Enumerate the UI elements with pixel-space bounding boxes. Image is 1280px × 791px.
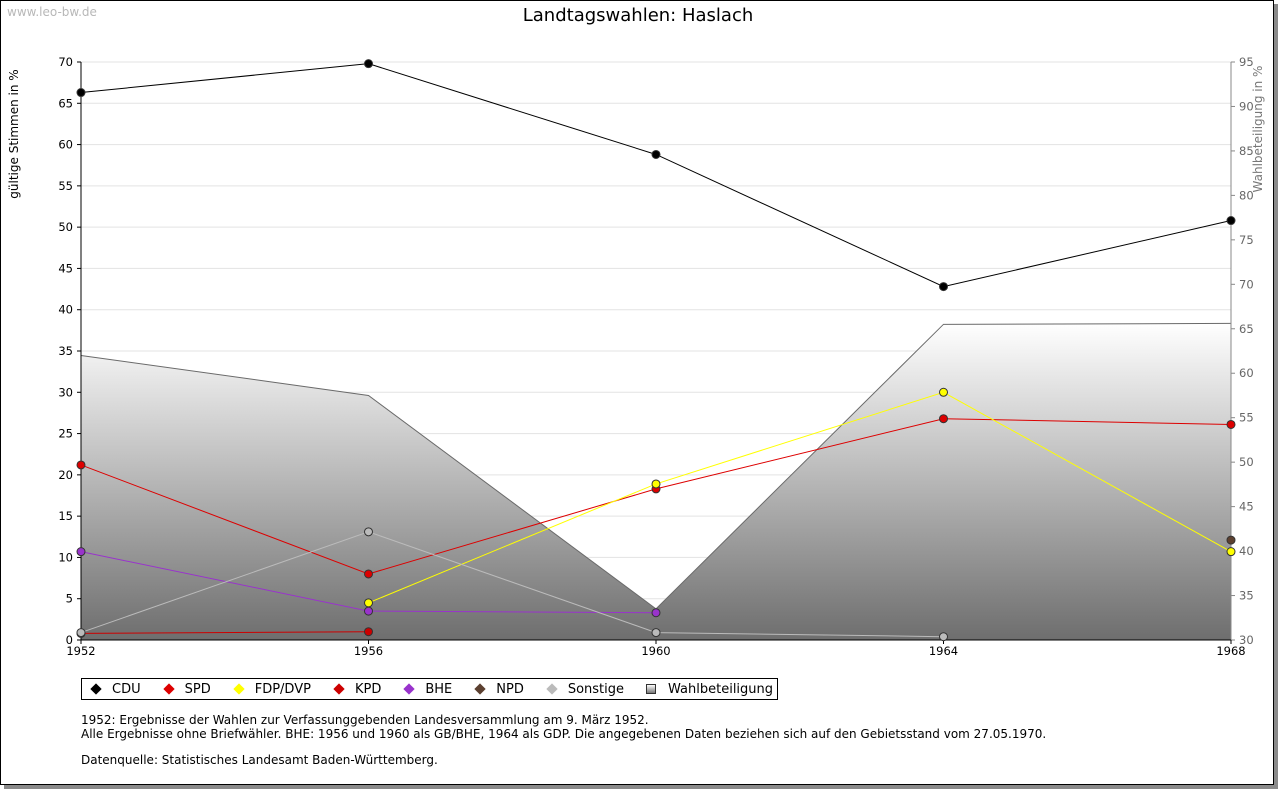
- y-right-tick-label: 60: [1239, 366, 1254, 380]
- point-spd-1964: [939, 414, 948, 424]
- y-right-tick-label: 85: [1239, 144, 1254, 158]
- legend-item: NPD: [474, 682, 524, 697]
- legend-label: Sonstige: [567, 681, 625, 697]
- point-cdu-1952: [76, 88, 86, 98]
- series-line-sonstige: [80, 531, 944, 638]
- legend-marker: [474, 683, 486, 695]
- y-right-tick-label: 35: [1239, 589, 1254, 603]
- y-tick-label: 55: [58, 179, 73, 193]
- point-fdp-dvp-1956: [364, 598, 373, 608]
- footnotes: 1952: Ergebnisse der Wahlen zur Verfassu…: [81, 713, 1047, 768]
- y-tick-label: 70: [58, 55, 73, 69]
- point-bhe-1956: [364, 606, 373, 616]
- y-tick-label: 10: [58, 550, 73, 564]
- legend: CDU SPD FDP/DVP KPD BHE NPD Sonstige Wahlbeteil…: [81, 678, 779, 700]
- tick-labels: 0 5 10 15 20 25 30 35 40 45 50 55 60 65 70 30 35 40 45 50 55…: [58, 55, 1253, 658]
- y-tick-label: 35: [58, 344, 73, 358]
- legend-marker: [90, 683, 102, 695]
- point-sonstige-1960: [651, 628, 661, 638]
- y-right-tick-label: 90: [1239, 99, 1254, 113]
- point-spd-1952: [76, 460, 86, 470]
- point-bhe-1952: [76, 547, 86, 557]
- y-right-tick-label: 65: [1239, 322, 1254, 336]
- y-right-tick-label: 45: [1239, 500, 1254, 514]
- watermark: www.leo-bw.de: [7, 5, 97, 19]
- legend-label: Wahlbeteiligung: [668, 681, 774, 697]
- x-tick-label: 1956: [354, 644, 383, 658]
- legend-marker: [546, 683, 558, 695]
- legend-marker: [162, 683, 175, 695]
- y-tick-label: 60: [58, 138, 73, 152]
- legend-marker: [233, 683, 245, 695]
- y-tick-label: 5: [66, 592, 73, 606]
- y-right-tick-label: 30: [1239, 633, 1254, 647]
- legend-label: KPD: [354, 681, 382, 697]
- legend-item: BHE: [403, 682, 452, 697]
- legend-label: BHE: [425, 681, 453, 697]
- y-tick-label: 15: [58, 509, 73, 523]
- legend-item: SPD: [162, 681, 211, 697]
- data-source: Datenquelle: Statistisches Landesamt Bad…: [81, 753, 438, 767]
- turnout-fill: [81, 323, 1231, 640]
- y-right-tick-label: 75: [1239, 233, 1254, 247]
- point-cdu-1960: [651, 149, 661, 159]
- series-line-kpd: [80, 631, 369, 634]
- y-right-tick-label: 70: [1239, 277, 1254, 291]
- legend-marker: [646, 684, 657, 694]
- series-line-fdp-dvp: [368, 391, 1232, 604]
- x-tick-label: 1960: [641, 644, 670, 658]
- point-npd-1968: [1226, 535, 1236, 545]
- y-tick-label: 40: [58, 303, 73, 317]
- note-line-1: 1952: Ergebnisse der Wahlen zur Verfassu…: [81, 713, 649, 727]
- x-tick-label: 1968: [1216, 644, 1245, 658]
- legend-item: CDU: [90, 682, 141, 697]
- legend-item: Sonstige: [546, 682, 624, 697]
- legend-marker: [333, 683, 345, 695]
- x-tick-label: 1952: [66, 644, 95, 658]
- y-tick-label: 0: [66, 633, 73, 647]
- legend-marker: [403, 683, 415, 695]
- point-sonstige-1956: [364, 527, 373, 537]
- y-right-tick-label: 95: [1239, 55, 1254, 69]
- series-points: [76, 59, 1236, 642]
- y-axis-label-left: gültige Stimmen in %: [7, 69, 21, 198]
- point-bhe-1960: [651, 608, 661, 618]
- legend-item: FDP/DVP: [233, 682, 311, 697]
- point-cdu-1968: [1226, 216, 1236, 226]
- point-spd-1968: [1226, 419, 1236, 429]
- y-right-tick-label: 80: [1239, 188, 1254, 202]
- y-tick-label: 50: [58, 220, 73, 234]
- x-tick-label: 1964: [929, 644, 958, 658]
- note-line-2: Alle Ergebnisse ohne Briefwähler. BHE: 1…: [81, 726, 1047, 741]
- y-tick-label: 65: [58, 96, 73, 110]
- point-fdp-dvp-1964: [939, 387, 948, 397]
- point-cdu-1964: [939, 282, 948, 292]
- y-tick-label: 30: [58, 385, 73, 399]
- legend-label: CDU: [112, 681, 141, 697]
- y-tick-label: 20: [58, 468, 73, 482]
- point-spd-1956: [364, 569, 373, 579]
- y-right-tick-label: 50: [1239, 455, 1254, 469]
- point-fdp-dvp-1968: [1226, 547, 1236, 557]
- chart-title: Landtagswahlen: Haslach: [522, 5, 754, 26]
- point-cdu-1956: [364, 59, 373, 69]
- legend-label: SPD: [184, 681, 211, 697]
- y-right-tick-label: 40: [1239, 544, 1254, 558]
- point-fdp-dvp-1960: [651, 479, 661, 489]
- y-axis-label-right: Wahlbeteiligung in %: [1251, 66, 1265, 193]
- legend-label: NPD: [496, 681, 524, 697]
- y-right-tick-label: 55: [1239, 411, 1254, 425]
- point-sonstige-1952: [76, 628, 86, 638]
- legend-item: Wahlbeteiligung: [646, 682, 773, 697]
- y-tick-label: 25: [58, 427, 73, 441]
- y-tick-label: 45: [58, 261, 73, 275]
- legend-label: FDP/DVP: [254, 681, 311, 697]
- point-kpd-1956: [364, 627, 373, 637]
- legend-item: KPD: [333, 682, 381, 697]
- point-sonstige-1964: [939, 632, 948, 642]
- series-line-cdu: [80, 63, 1232, 288]
